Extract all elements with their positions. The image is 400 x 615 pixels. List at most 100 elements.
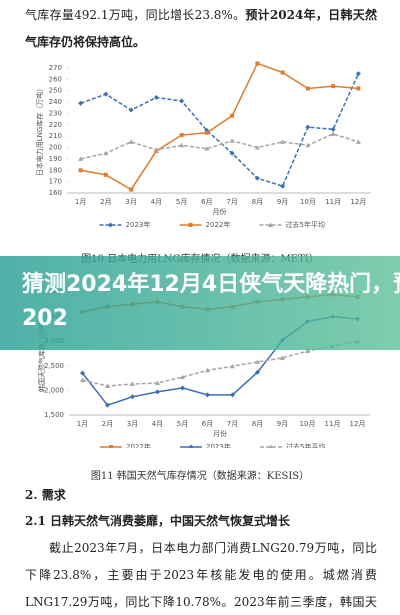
y-tick-label: 210 [49, 132, 62, 140]
subheading: 2.1 日韩天然气消费萎靡，中国天然气恢复式增长 [25, 514, 291, 528]
y-tick-label: 240 [49, 98, 62, 106]
y-tick-label: 1,500 [44, 411, 64, 419]
data-point [105, 383, 110, 388]
data-point [155, 389, 160, 395]
data-point [355, 71, 361, 77]
data-point [255, 359, 260, 364]
data-point [305, 124, 311, 130]
x-tick-label: 5月 [177, 420, 188, 428]
data-point [128, 107, 134, 113]
data-point [179, 142, 185, 148]
x-tick-label: 12月 [350, 420, 366, 428]
legend-marker [108, 222, 113, 228]
x-tick-label: 5月 [176, 198, 187, 206]
x-tick-label: 10月 [300, 420, 316, 428]
x-tick-label: 8月 [252, 420, 263, 428]
data-point [254, 175, 260, 181]
x-tick-label: 1月 [75, 198, 86, 206]
series-line [80, 62, 359, 191]
data-point [105, 402, 110, 408]
legend-label: 2023年 [126, 220, 151, 229]
data-point [80, 370, 85, 376]
data-point [280, 183, 286, 189]
legend-marker [109, 445, 113, 448]
x-tick-label: 7月 [227, 420, 238, 428]
banner-title[interactable]: 猜测2024年12月4日侠气天降热门，预测202 [22, 272, 400, 331]
series-line [80, 133, 359, 160]
data-point [255, 61, 260, 66]
x-tick-label: 3月 [127, 420, 138, 428]
intro: 气库存量492.1万吨，同比增长23.8%。预计2024年，日韩天然气库存仍将保… [25, 2, 377, 56]
data-point [229, 138, 235, 143]
data-point [205, 392, 210, 398]
intro-text: 气库存量492.1万吨，同比增长23.8%。 [25, 8, 246, 22]
y-tick-label: 200 [49, 144, 62, 152]
x-tick-label: 3月 [125, 198, 136, 206]
intro-bold: 预计2024年，日韩天然气库存仍将保持高位。 [25, 8, 377, 49]
x-tick-label: 9月 [277, 198, 288, 206]
data-point [255, 369, 260, 375]
y-tick-label: 2,000 [44, 386, 64, 394]
x-tick-label: 11月 [325, 198, 341, 206]
data-point [254, 145, 260, 150]
legend-marker [269, 444, 273, 448]
series-line [82, 340, 358, 387]
legend-marker [188, 444, 194, 448]
y-tick-label: 250 [49, 87, 62, 95]
x-tick-label: 2月 [100, 198, 111, 206]
x-tick-label: 8月 [252, 198, 263, 206]
data-point [280, 139, 286, 144]
data-point [330, 131, 336, 136]
x-axis-title: 月份 [213, 429, 227, 438]
y-tick-label: 160 [49, 189, 62, 197]
data-point [230, 113, 235, 118]
data-point [153, 95, 159, 101]
y-tick-label: 220 [49, 121, 62, 129]
data-point [355, 139, 361, 144]
y-axis-title: 日本电力用LNG库存（万吨） [35, 85, 44, 177]
data-point [356, 86, 361, 91]
data-point [78, 156, 84, 161]
data-point [205, 367, 210, 373]
legend-label: 2022年 [206, 220, 231, 229]
y-tick-label: 270 [49, 64, 62, 72]
legend-label: 过去5年平均 [286, 220, 325, 229]
data-point [331, 84, 336, 89]
data-point [103, 150, 109, 156]
x-tick-label: 11月 [325, 420, 341, 428]
x-tick-label: 4月 [152, 420, 163, 428]
data-point [305, 142, 311, 148]
data-point [128, 139, 134, 144]
x-axis-title: 月份 [213, 207, 227, 216]
data-point [153, 147, 159, 152]
data-point [129, 187, 134, 192]
x-tick-label: 6月 [202, 420, 213, 428]
y-tick-label: 260 [49, 75, 62, 83]
y-tick-label: 2,500 [44, 362, 64, 370]
legend-label: 2023年 [206, 442, 231, 448]
data-point [130, 381, 135, 387]
y-tick-label: 180 [49, 166, 62, 174]
y-tick-label: 230 [49, 109, 62, 117]
heading: 2. 需求 [25, 488, 66, 502]
y-tick-label: 190 [49, 155, 62, 163]
data-point [103, 172, 108, 177]
legend-label: 过去5年平均 [286, 442, 325, 448]
data-point [229, 150, 235, 156]
legend-marker [188, 223, 193, 227]
y-axis-title: 韩国天然气库存（万吨） [37, 315, 46, 392]
data-point [103, 91, 109, 97]
x-tick-label: 10月 [300, 198, 316, 206]
data-point [305, 86, 310, 91]
x-tick-label: 4月 [151, 198, 162, 206]
data-point [78, 168, 83, 173]
y-tick-label: 170 [49, 178, 62, 186]
series-line [80, 73, 360, 188]
data-point [280, 355, 285, 360]
banner[interactable]: 猜测2024年12月4日侠气天降热门，预测202 [0, 256, 400, 350]
data-point [230, 392, 235, 398]
caption: 图11 韩国天然气库存情况（数据来源：KESIS） [90, 471, 310, 482]
data-point [179, 98, 185, 104]
data-point [130, 394, 135, 400]
